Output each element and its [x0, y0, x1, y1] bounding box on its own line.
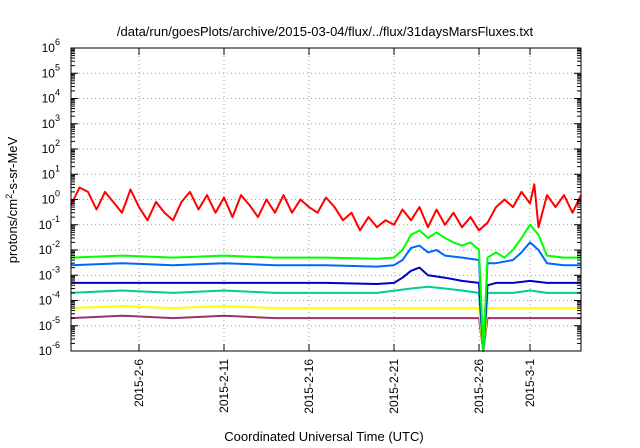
y-axis-label-rest: -s-sr-MeV [5, 136, 20, 193]
y-tick-label: 10-3 [39, 264, 60, 282]
y-tick-label-exponent: -5 [52, 315, 60, 325]
y-tick-label-base: 10 [42, 142, 56, 156]
y-tick-label: 10-1 [39, 214, 60, 232]
y-tick-labels: 10-610-510-410-310-210-11001011021031041… [39, 37, 60, 358]
y-tick-label-exponent: -3 [52, 264, 60, 274]
series-line-6 [70, 305, 581, 352]
y-tick-label: 106 [42, 37, 60, 55]
y-tick-label: 10-6 [39, 340, 60, 358]
y-axis-label-sup: 2 [4, 194, 14, 199]
y-tick-label-exponent: 2 [55, 138, 60, 148]
y-tick-label-exponent: 0 [55, 189, 60, 199]
series-line-3 [70, 241, 581, 352]
y-tick-label-exponent: -1 [52, 214, 60, 224]
series-layer [70, 183, 582, 352]
series-line-7 [70, 314, 581, 352]
y-tick-label: 101 [42, 163, 60, 181]
y-tick-label-exponent: -2 [52, 239, 60, 249]
x-tick-label: 2015-2-21 [387, 359, 401, 414]
y-tick-label-exponent: 3 [55, 113, 60, 123]
y-tick-label: 104 [42, 88, 60, 106]
y-tick-label-base: 10 [42, 117, 56, 131]
series-line-1 [70, 183, 582, 232]
y-tick-label: 10-2 [39, 239, 60, 257]
x-tick-label: 2015-2-6 [132, 359, 146, 407]
x-tick-label: 2015-2-11 [217, 359, 231, 413]
y-tick-label-base: 10 [39, 243, 53, 257]
y-tick-label-base: 10 [42, 193, 56, 207]
y-tick-label-exponent: 6 [55, 37, 60, 47]
y-tick-label-exponent: 4 [55, 88, 60, 98]
x-tick-label: 2015-3-1 [523, 359, 537, 407]
series-line-4 [71, 266, 581, 352]
y-tick-label: 10-4 [39, 290, 60, 308]
y-axis-label: protons/cm2-s-sr-MeV [4, 136, 20, 263]
y-tick-label-base: 10 [42, 41, 56, 55]
x-axis-label: Coordinated Universal Time (UTC) [224, 429, 423, 444]
ticks [71, 47, 581, 352]
y-tick-label: 100 [42, 189, 60, 207]
x-tick-label: 2015-2-16 [302, 359, 316, 414]
y-tick-label-exponent: 5 [55, 62, 60, 72]
y-tick-label-base: 10 [42, 92, 56, 106]
y-tick-label: 105 [42, 62, 60, 80]
y-tick-label-exponent: 1 [55, 163, 60, 173]
y-tick-label-base: 10 [42, 66, 56, 80]
y-tick-label-exponent: -4 [52, 290, 60, 300]
y-tick-label-exponent: -6 [52, 340, 60, 350]
y-tick-label-base: 10 [39, 344, 53, 358]
y-tick-label-base: 10 [39, 319, 53, 333]
x-tick-label: 2015-2-26 [472, 359, 486, 414]
x-tick-labels: 2015-2-6 2015-2-11 2015-2-16 2015-2-21 2015-… [132, 359, 537, 414]
y-axis-label-base: protons/cm [5, 199, 20, 263]
y-tick-label-base: 10 [39, 294, 53, 308]
chart-title: /data/run/goesPlots/archive/2015-03-04/f… [117, 24, 534, 39]
y-tick-label: 103 [42, 113, 60, 131]
y-tick-label-base: 10 [39, 268, 53, 282]
y-tick-label-base: 10 [39, 218, 53, 232]
y-tick-label: 10-5 [39, 315, 60, 333]
series-line-2 [70, 223, 581, 352]
y-tick-label: 102 [42, 138, 60, 156]
series-line-5 [70, 285, 581, 352]
y-tick-label-base: 10 [42, 167, 56, 181]
